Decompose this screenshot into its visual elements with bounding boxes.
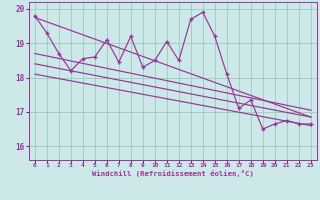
X-axis label: Windchill (Refroidissement éolien,°C): Windchill (Refroidissement éolien,°C) [92, 170, 254, 177]
